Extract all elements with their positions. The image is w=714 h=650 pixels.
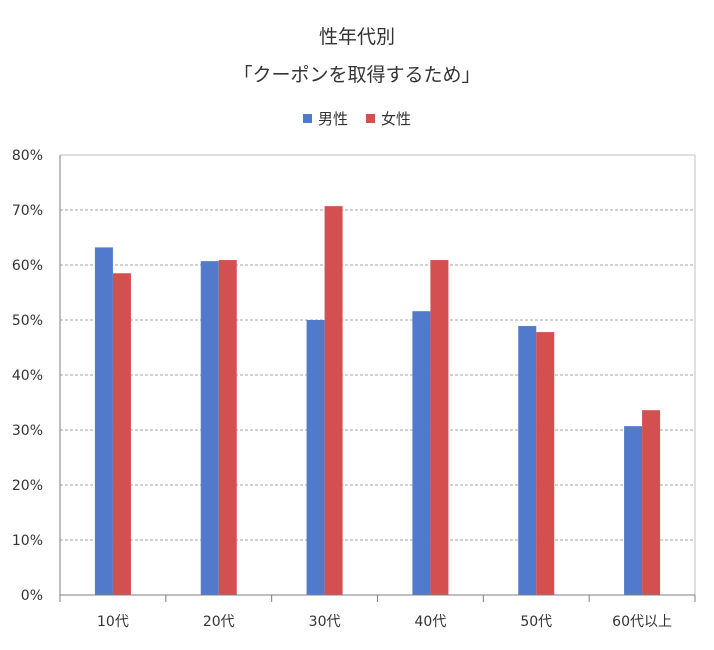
legend-swatch-female [366, 114, 375, 123]
bar [306, 320, 325, 595]
x-tick-label: 10代 [97, 614, 129, 630]
bar [412, 311, 431, 595]
bar [218, 260, 237, 595]
y-tick-label: 30% [12, 423, 43, 439]
chart-legend: 男性 女性 [0, 108, 714, 129]
bar [642, 410, 661, 595]
y-tick-label: 50% [12, 313, 43, 329]
bar [624, 426, 643, 595]
bar [536, 332, 555, 595]
y-tick-label: 10% [12, 533, 43, 549]
y-tick-label: 0% [21, 588, 43, 604]
x-tick-label: 30代 [309, 614, 341, 630]
legend-item-male: 男性 [302, 108, 348, 129]
y-tick-label: 70% [12, 203, 43, 219]
bar [94, 247, 113, 595]
y-tick-label: 40% [12, 368, 43, 384]
legend-swatch-male [302, 114, 312, 123]
bar [430, 260, 449, 595]
x-tick-label: 60代以上 [612, 614, 672, 630]
bar [518, 326, 537, 595]
bar [200, 261, 219, 595]
chart-title: 性年代別 [318, 26, 395, 48]
bar [112, 273, 131, 595]
legend-label-female: 女性 [381, 110, 412, 128]
legend-item-female: 女性 [366, 108, 411, 129]
y-tick-label: 20% [12, 478, 43, 494]
legend-label-male: 男性 [317, 110, 348, 128]
bar [324, 206, 343, 595]
chart-subtitle: 「クーポンを取得するため」 [233, 64, 481, 86]
x-tick-label: 50代 [520, 614, 552, 630]
y-tick-label: 60% [12, 258, 43, 274]
x-tick-label: 40代 [415, 614, 447, 630]
y-tick-label: 80% [12, 148, 43, 164]
x-tick-label: 20代 [203, 614, 235, 630]
